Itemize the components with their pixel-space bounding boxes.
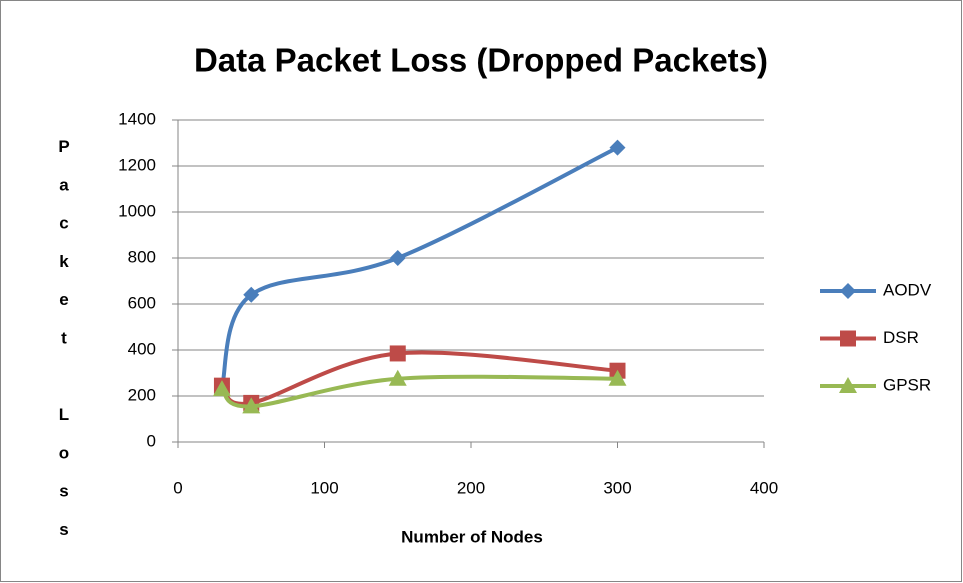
legend-label: GPSR [883,375,931,394]
x-tick-label: 200 [457,478,485,497]
chart-title: Data Packet Loss (Dropped Packets) [194,42,768,79]
data-point [389,250,406,266]
x-tick-label: 400 [750,478,778,497]
x-tick-label: 100 [310,478,338,497]
legend-label: AODV [883,280,932,299]
y-tick-label: 0 [147,431,156,450]
legend-marker [840,330,856,347]
series-line [220,374,618,409]
data-point [242,397,261,414]
y-tick-label: 1200 [118,155,156,174]
y-tick-label: 1000 [118,201,156,220]
data-point [609,139,626,156]
data-point [243,286,260,303]
y-tick-label: 400 [128,339,156,358]
y-tick-label: 600 [128,293,156,312]
legend-marker [839,377,857,393]
data-point [388,369,407,386]
legend-label: DSR [883,328,919,347]
legend-marker [840,283,856,299]
x-tick-label: 300 [603,478,631,497]
x-axis-label: Number of Nodes [401,527,543,546]
data-point [608,369,627,386]
data-point [389,345,406,362]
data-point [212,380,231,397]
series-line [220,145,619,388]
y-tick-label: 800 [128,247,156,266]
x-tick-label: 0 [173,478,182,497]
y-tick-label: 200 [128,385,156,404]
y-tick-label: 1400 [118,109,156,128]
